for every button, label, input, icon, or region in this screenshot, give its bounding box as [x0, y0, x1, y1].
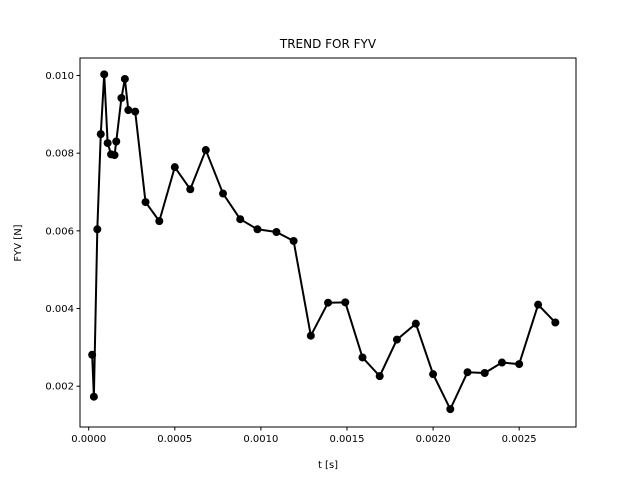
data-point [236, 215, 245, 224]
x-tick-label: 0.0020 [416, 434, 451, 445]
data-point [272, 228, 281, 237]
x-tick-label: 0.0025 [502, 434, 537, 445]
data-point [112, 137, 121, 146]
data-point [201, 146, 210, 155]
data-point [306, 331, 315, 340]
data-point [103, 139, 112, 148]
y-axis-ticks: 0.002 0.004 0.006 0.008 0.010 [45, 71, 80, 393]
data-point [497, 358, 506, 367]
data-point [429, 370, 438, 379]
data-point [551, 318, 560, 327]
data-point [89, 392, 98, 401]
data-point [120, 74, 129, 83]
data-point [141, 198, 150, 207]
x-tick-label: 0.0010 [243, 434, 278, 445]
data-point [324, 298, 333, 307]
y-tick-label: 0.004 [45, 304, 74, 315]
y-tick-label: 0.010 [45, 71, 74, 82]
x-tick-label: 0.0000 [71, 434, 106, 445]
data-point [93, 225, 102, 234]
data-point [88, 350, 97, 359]
data-point [289, 236, 298, 245]
data-point [131, 107, 140, 116]
y-axis-label: FYV [N] [13, 224, 24, 261]
y-tick-label: 0.006 [45, 226, 74, 237]
data-point [534, 300, 543, 309]
data-point [110, 151, 119, 160]
x-tick-label: 0.0015 [329, 434, 364, 445]
y-tick-label: 0.008 [45, 149, 74, 160]
x-axis-ticks: 0.0000 0.0005 0.0010 0.0015 0.0020 0.0025 [71, 427, 537, 445]
data-point [253, 225, 262, 234]
data-point [341, 298, 350, 307]
data-point [392, 335, 401, 344]
data-point [515, 360, 524, 369]
data-point [375, 372, 384, 381]
plot-frame [79, 57, 577, 428]
y-tick-label: 0.002 [45, 382, 74, 393]
data-point [100, 70, 109, 79]
data-point [463, 368, 472, 377]
data-point [96, 130, 105, 139]
plot-area [88, 70, 560, 414]
data-point [117, 94, 126, 103]
x-axis-label: t [s] [318, 460, 338, 471]
data-point [411, 319, 420, 328]
data-point [170, 163, 179, 172]
data-point [480, 369, 489, 378]
x-tick-label: 0.0005 [157, 434, 192, 445]
data-point [155, 217, 164, 226]
chart-title: TREND FOR FYV [279, 37, 377, 51]
data-point [219, 189, 228, 198]
data-point [358, 353, 367, 362]
data-point [124, 106, 133, 115]
data-point [446, 405, 455, 414]
data-point [186, 185, 195, 194]
